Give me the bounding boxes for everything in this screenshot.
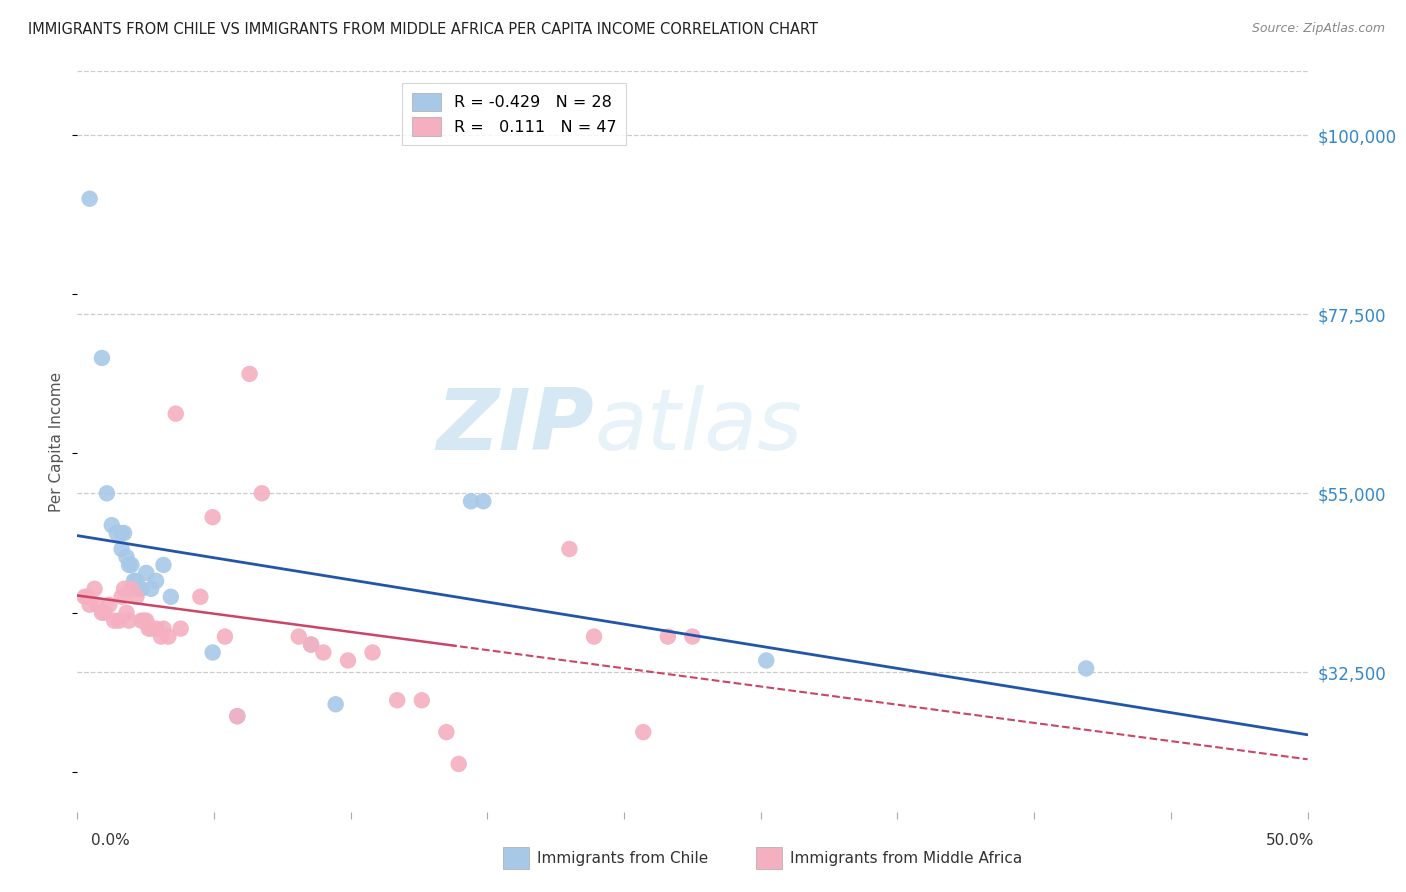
Point: [160, 590, 183, 604]
Point: [558, 541, 581, 556]
Point: [93, 606, 115, 620]
Point: [145, 574, 167, 588]
Point: [239, 367, 262, 381]
Point: [118, 558, 141, 572]
Point: [682, 630, 704, 644]
Point: [103, 614, 125, 628]
Point: [165, 407, 187, 421]
Point: [288, 630, 311, 644]
Point: [112, 526, 135, 541]
Point: [135, 614, 157, 628]
Point: [105, 526, 128, 541]
Point: [170, 622, 193, 636]
Point: [132, 614, 155, 628]
Point: [226, 709, 249, 723]
Point: [141, 582, 163, 596]
Point: [152, 622, 174, 636]
Point: [460, 494, 482, 508]
Point: [115, 549, 138, 564]
Point: [250, 486, 273, 500]
Point: [226, 709, 249, 723]
Point: [150, 630, 173, 644]
Text: atlas: atlas: [595, 385, 801, 468]
Point: [583, 630, 606, 644]
Point: [90, 606, 114, 620]
Text: IMMIGRANTS FROM CHILE VS IMMIGRANTS FROM MIDDLE AFRICA PER CAPITA INCOME CORRELA: IMMIGRANTS FROM CHILE VS IMMIGRANTS FROM…: [28, 22, 818, 37]
Point: [118, 614, 141, 628]
Point: [299, 638, 322, 652]
Point: [79, 598, 101, 612]
Point: [312, 646, 335, 660]
Point: [135, 566, 157, 580]
Point: [122, 574, 145, 588]
Point: [90, 351, 114, 365]
Point: [111, 526, 132, 541]
Point: [657, 630, 679, 644]
Point: [96, 486, 118, 500]
Text: Immigrants from Middle Africa: Immigrants from Middle Africa: [790, 851, 1022, 865]
Point: [101, 518, 124, 533]
Text: Immigrants from Chile: Immigrants from Chile: [537, 851, 709, 865]
Point: [411, 693, 433, 707]
Point: [121, 558, 143, 572]
Point: [361, 646, 384, 660]
Point: [214, 630, 236, 644]
Point: [125, 574, 148, 588]
Legend: R = -0.429   N = 28, R =   0.111   N = 47: R = -0.429 N = 28, R = 0.111 N = 47: [402, 83, 626, 145]
Text: Source: ZipAtlas.com: Source: ZipAtlas.com: [1251, 22, 1385, 36]
Point: [112, 582, 135, 596]
Point: [79, 192, 101, 206]
Point: [201, 646, 224, 660]
Point: [436, 725, 458, 739]
Point: [73, 590, 96, 604]
Point: [145, 622, 167, 636]
Point: [188, 590, 212, 604]
Point: [129, 614, 153, 628]
Point: [157, 630, 180, 644]
Point: [76, 590, 98, 604]
Point: [129, 582, 153, 596]
Point: [141, 622, 163, 636]
Point: [299, 638, 322, 652]
Point: [115, 606, 138, 620]
Text: ZIP: ZIP: [436, 385, 595, 468]
Point: [98, 598, 121, 612]
Point: [633, 725, 655, 739]
Point: [121, 582, 143, 596]
Point: [337, 653, 360, 667]
Point: [138, 622, 160, 636]
Point: [111, 590, 132, 604]
Y-axis label: Per Capita Income: Per Capita Income: [49, 371, 65, 512]
Point: [755, 653, 778, 667]
Point: [447, 756, 470, 771]
Point: [1076, 661, 1098, 675]
Point: [125, 590, 148, 604]
Text: 50.0%: 50.0%: [1267, 833, 1315, 847]
Point: [111, 541, 132, 556]
Point: [108, 614, 131, 628]
Point: [152, 558, 174, 572]
Point: [201, 510, 224, 524]
Point: [83, 582, 105, 596]
Point: [325, 698, 347, 712]
Point: [472, 494, 495, 508]
Point: [86, 598, 108, 612]
Point: [128, 582, 150, 596]
Point: [385, 693, 409, 707]
Text: 0.0%: 0.0%: [91, 833, 131, 847]
